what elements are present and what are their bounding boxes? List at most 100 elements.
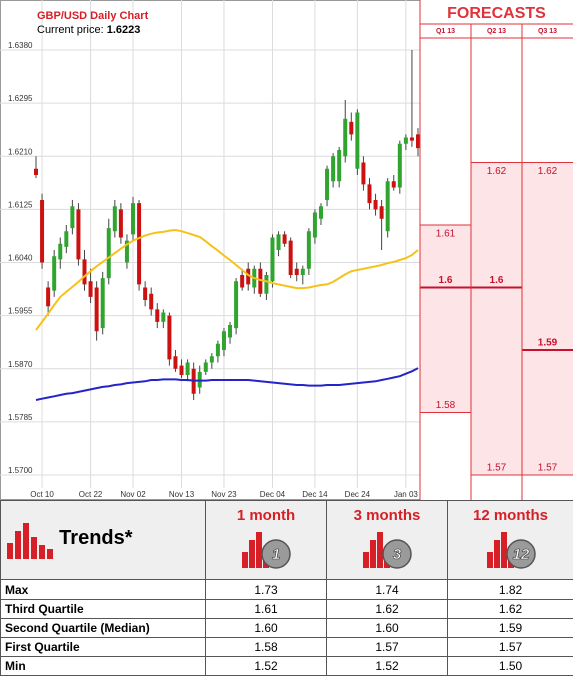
- candle-body: [203, 362, 208, 372]
- candle-body: [397, 143, 402, 188]
- candle-body: [40, 200, 45, 263]
- candle-body: [179, 365, 184, 375]
- period-icon: 12: [486, 532, 536, 569]
- forecast-median-label: 1.59: [538, 338, 558, 349]
- cell: 1.52: [205, 655, 327, 676]
- period-label: 1 month: [236, 507, 296, 524]
- period-label: 3 months: [353, 507, 421, 524]
- x-tick-label: Nov 23: [211, 490, 237, 499]
- cell: 1.61: [205, 598, 327, 619]
- header-cell: 3 months 3: [326, 499, 448, 581]
- candle-body: [403, 137, 408, 144]
- row-label: Third Quartile: [0, 598, 206, 619]
- forecast-median-label: 1.6: [439, 275, 453, 286]
- forecast-low-label: 1.57: [538, 463, 558, 474]
- row-label: Second Quartile (Median): [0, 617, 206, 638]
- candle-body: [221, 331, 226, 350]
- candle-body: [173, 356, 178, 369]
- x-tick-label: Dec 14: [302, 490, 328, 499]
- candle-body: [185, 362, 190, 375]
- trend-icon: [7, 523, 53, 560]
- candle-body: [46, 287, 51, 307]
- forecast-title: FORECASTS: [447, 5, 546, 22]
- forecast-high-label: 1.61: [436, 229, 456, 240]
- cell: 1.50: [447, 655, 573, 676]
- candle-body: [70, 206, 75, 229]
- icon-badge: [382, 539, 412, 569]
- candle-body: [288, 240, 293, 275]
- candle-body: [64, 231, 69, 247]
- icon-bar: [493, 540, 500, 568]
- icon-bar: [363, 552, 369, 568]
- candle-body: [337, 150, 342, 182]
- x-tick-label: Dec 24: [345, 490, 371, 499]
- table-row: Max 1.73 1.74 1.82: [0, 579, 573, 600]
- candle-body: [391, 181, 396, 188]
- forecast-range: [471, 162, 522, 475]
- candle-body: [167, 315, 172, 360]
- candle-body: [355, 112, 360, 169]
- candle-body: [385, 181, 390, 232]
- icon-bar: [500, 532, 507, 568]
- candle-body: [52, 256, 57, 291]
- cell: 1.73: [205, 579, 327, 600]
- candle-body: [161, 312, 166, 322]
- candle-body: [325, 168, 330, 200]
- cell: 1.59: [447, 617, 573, 638]
- candle-body: [34, 168, 38, 175]
- candle-body: [367, 184, 372, 204]
- candle-body: [416, 134, 420, 149]
- icon-bar: [249, 540, 255, 568]
- candle-body: [258, 268, 263, 294]
- candle-body: [76, 209, 81, 260]
- candle-body: [137, 203, 142, 285]
- y-tick-label: 1.6380: [8, 41, 33, 50]
- current-price: Current price: 1.6223: [37, 24, 140, 36]
- candle-body: [88, 281, 93, 297]
- cell: 1.57: [326, 636, 448, 657]
- price-label: Current price:: [37, 24, 104, 36]
- icon-badge: [261, 539, 291, 569]
- forecast-range: [522, 162, 573, 475]
- candle-body: [373, 200, 378, 210]
- candle-body: [379, 206, 384, 219]
- header-row: Trends* 1 month 1 3 months 3 12 months 12: [0, 499, 573, 581]
- row-label: First Quartile: [0, 636, 206, 657]
- x-tick-label: Oct 22: [79, 490, 103, 499]
- x-tick-label: Oct 10: [30, 490, 54, 499]
- candle-body: [318, 206, 323, 219]
- header-cell: 1 month 1: [205, 499, 327, 581]
- forecast-panel: FORECASTS 1.61 1.6 1.58 Q1 13 1.62 1.6 1.57 Q2 1…: [419, 0, 573, 500]
- trends-cell: Trends*: [0, 499, 206, 581]
- x-tick-label: Nov 13: [169, 490, 195, 499]
- y-tick-label: 1.6040: [8, 254, 33, 263]
- trends-label: Trends*: [59, 527, 133, 550]
- forecast-high-label: 1.62: [538, 166, 558, 177]
- candle-body: [143, 287, 148, 300]
- cell: 1.62: [326, 598, 448, 619]
- cell: 1.57: [447, 636, 573, 657]
- candle-body: [209, 356, 214, 363]
- table-row: Second Quartile (Median) 1.60 1.60 1.59: [0, 617, 573, 638]
- candle-body: [361, 162, 366, 185]
- candle-body: [118, 209, 123, 238]
- cell: 1.60: [326, 617, 448, 638]
- icon-number: 1: [272, 546, 280, 563]
- row-label: Max: [0, 579, 206, 600]
- cell: 1.62: [447, 598, 573, 619]
- icon-bar: [242, 552, 248, 568]
- icon-number: 3: [393, 546, 402, 563]
- moving-average: [35, 228, 419, 331]
- candle-body: [58, 243, 63, 260]
- price-value: 1.6223: [107, 24, 141, 36]
- candle-body: [409, 137, 414, 141]
- x-tick-label: Nov 02: [120, 490, 146, 499]
- chart-title: GBP/USD Daily Chart: [37, 10, 149, 22]
- candle-body: [343, 118, 348, 157]
- candles: [34, 50, 420, 401]
- candle-body: [294, 268, 299, 275]
- x-tick-label: Jan 03: [394, 490, 419, 499]
- candle-body: [331, 156, 336, 182]
- forecast-high-label: 1.62: [487, 166, 507, 177]
